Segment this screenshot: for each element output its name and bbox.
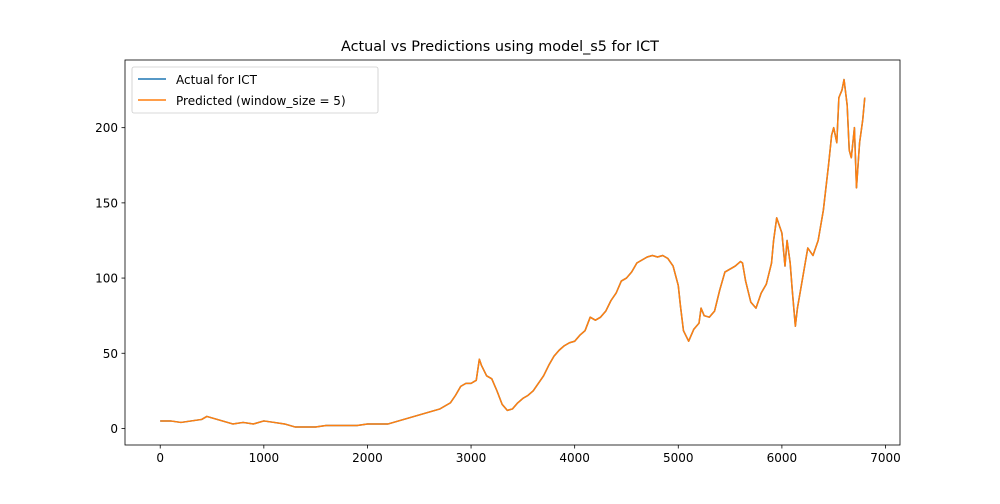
series-layer	[160, 78, 866, 428]
plot-frame	[124, 59, 901, 446]
x-tick-label: 0	[156, 451, 164, 465]
y-tick-label: 0	[110, 422, 118, 436]
x-axis: 0 1000 2000 3000 4000 5000 6000 7000	[156, 445, 901, 465]
legend-label-actual: Actual for ICT	[176, 73, 258, 87]
y-tick-label: 200	[95, 121, 118, 135]
x-tick-label: 7000	[870, 451, 901, 465]
series-line-1	[160, 78, 866, 428]
x-tick-label: 1000	[249, 451, 280, 465]
x-tick-label: 5000	[663, 451, 694, 465]
y-tick-label: 50	[103, 347, 118, 361]
x-tick-label: 3000	[456, 451, 487, 465]
series-line-0	[160, 78, 866, 428]
chart-title: Actual vs Predictions using model_s5 for…	[341, 39, 659, 55]
y-tick-label: 100	[95, 272, 118, 286]
y-tick-label: 150	[95, 196, 118, 210]
x-tick-label: 4000	[559, 451, 590, 465]
legend-label-predicted: Predicted (window_size = 5)	[176, 94, 346, 108]
x-tick-label: 2000	[352, 451, 383, 465]
legend-box	[131, 66, 379, 114]
x-tick-label: 6000	[767, 451, 798, 465]
y-axis: 0 50 100 150 200	[95, 121, 125, 436]
legend: Actual for ICT Predicted (window_size = …	[131, 66, 379, 114]
